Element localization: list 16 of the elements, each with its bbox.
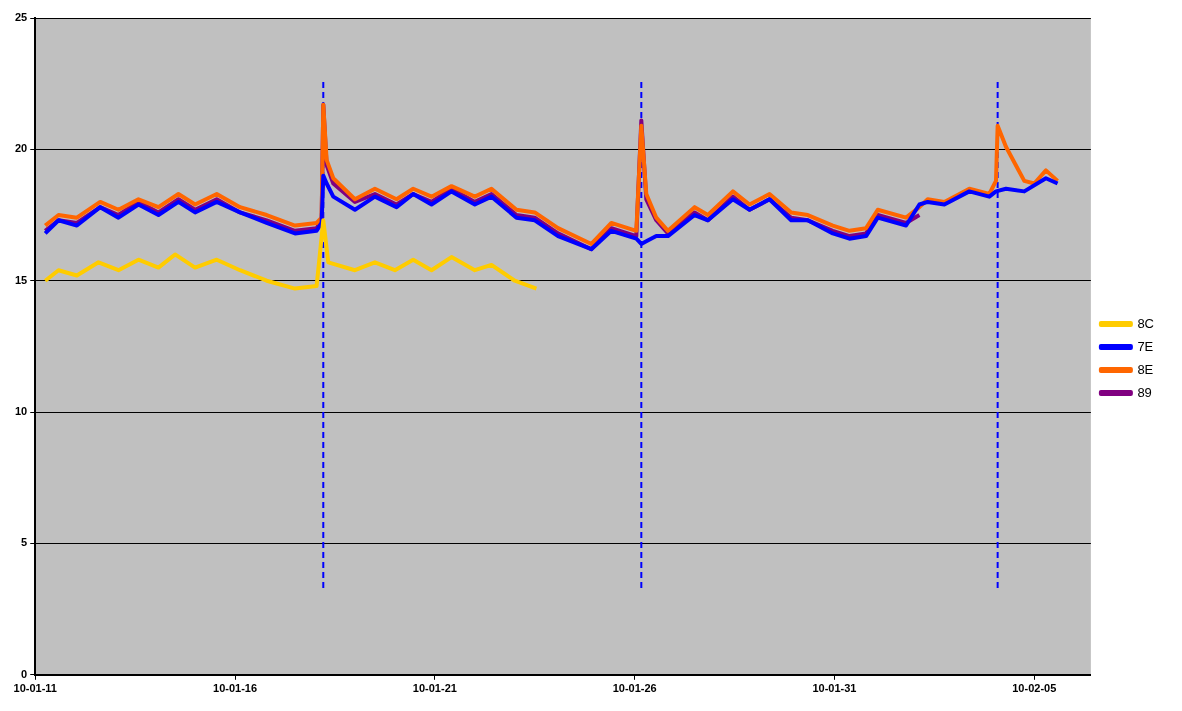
x-tick-label: 10-01-11 — [13, 682, 57, 695]
legend-label: 8C — [1137, 315, 1155, 331]
x-tick-label: 10-01-21 — [412, 682, 457, 695]
legend-label: 89 — [1137, 384, 1152, 400]
x-tick-label: 10-02-05 — [1012, 682, 1057, 695]
y-tick-label: 25 — [14, 11, 28, 24]
y-tick-label: 0 — [21, 667, 28, 680]
y-tick-label: 15 — [14, 273, 28, 286]
legend-label: 8E — [1137, 361, 1154, 377]
y-tick-label: 20 — [14, 142, 28, 155]
legend-label: 7E — [1137, 338, 1154, 354]
y-tick-label: 5 — [21, 536, 28, 549]
x-tick-label: 10-01-26 — [612, 682, 657, 695]
y-tick-label: 10 — [14, 405, 28, 418]
x-tick-label: 10-01-16 — [213, 682, 258, 695]
x-tick-label: 10-01-31 — [812, 682, 857, 695]
